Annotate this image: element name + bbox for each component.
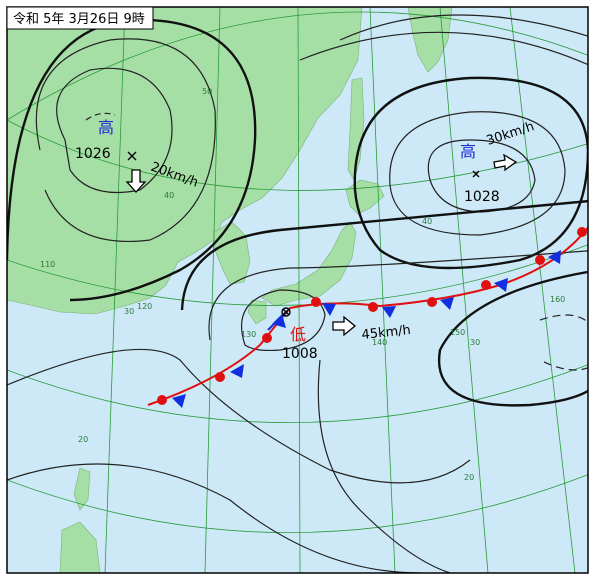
longitude-line — [204, 7, 221, 573]
grid-label: 20 — [464, 473, 474, 482]
grid-label: 120 — [137, 302, 152, 311]
latitude-line — [7, 364, 588, 424]
grid-label: 30 — [470, 338, 480, 347]
grid-label: 160 — [550, 295, 565, 304]
front — [147, 225, 588, 406]
grid-label: 140 — [372, 338, 387, 347]
isobar — [208, 250, 588, 341]
isobar — [7, 18, 257, 302]
grid-label: 50 — [202, 87, 212, 96]
philippines — [59, 521, 101, 573]
isobar — [353, 76, 588, 270]
isobar — [241, 289, 326, 352]
pressure-label: 1008 — [282, 346, 318, 362]
sakhalin — [347, 77, 365, 181]
system-kind: 高 — [460, 142, 476, 161]
speed-label: 45km/h — [361, 323, 412, 343]
motion-arrow — [125, 153, 518, 337]
cold-front-symbols — [172, 250, 561, 408]
grid-label: 130 — [241, 330, 256, 339]
isobar — [317, 359, 451, 573]
warm-front-symbols — [157, 227, 587, 405]
map-body: 50 40 30 20 110 120 130 140 150 160 40 3… — [7, 7, 588, 573]
map-frame — [6, 6, 589, 574]
isobar — [180, 199, 588, 311]
pressure-label: 1028 — [464, 189, 500, 205]
kyushu — [247, 299, 267, 325]
pressure-label: 1026 — [75, 146, 111, 162]
isobar — [437, 270, 588, 407]
grid-label: 40 — [164, 191, 174, 200]
grid-label: 110 — [40, 260, 55, 269]
longitude-line — [509, 7, 576, 573]
isobar — [7, 463, 421, 573]
isobar — [7, 348, 471, 484]
isobar — [339, 14, 588, 41]
isobar — [35, 38, 216, 242]
latitude-line — [7, 474, 588, 534]
system-kind: 高 — [98, 118, 114, 137]
longitude-line — [369, 7, 396, 573]
isobar — [56, 67, 173, 194]
grid-label: 150 — [450, 328, 465, 337]
isobar — [539, 314, 588, 371]
grid-label: 40 — [422, 217, 432, 226]
honshu — [261, 221, 357, 307]
latitude-line — [7, 244, 588, 306]
longitude-line — [297, 7, 301, 573]
grid-label: 20 — [78, 435, 88, 444]
latitude-line — [7, 11, 588, 121]
isobar — [299, 31, 588, 66]
isobar — [389, 111, 566, 236]
grid-label: 30 — [124, 307, 134, 316]
system-kind: 低 — [290, 325, 306, 344]
isobar — [85, 112, 116, 121]
longitude-line — [104, 7, 126, 573]
isobar — [427, 139, 536, 213]
title-box — [6, 6, 154, 30]
longitude-line — [439, 7, 489, 573]
map-title: 令和 5年 3月26日 9時 — [13, 12, 145, 27]
center-marker — [127, 151, 480, 317]
